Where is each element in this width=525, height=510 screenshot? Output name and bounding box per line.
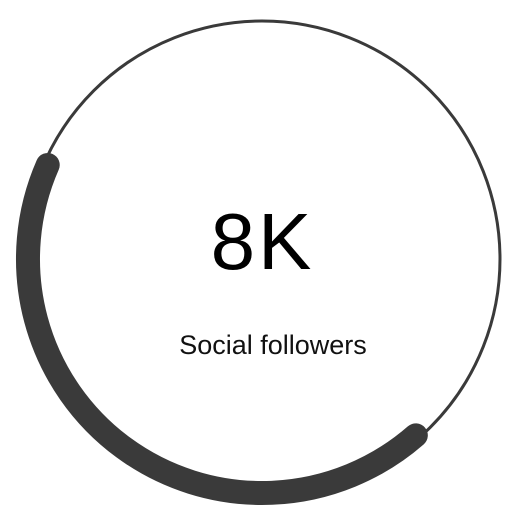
stat-label: Social followers [179,330,367,360]
stat-value: 8K [210,197,315,286]
ring-progress-arc [16,152,428,505]
